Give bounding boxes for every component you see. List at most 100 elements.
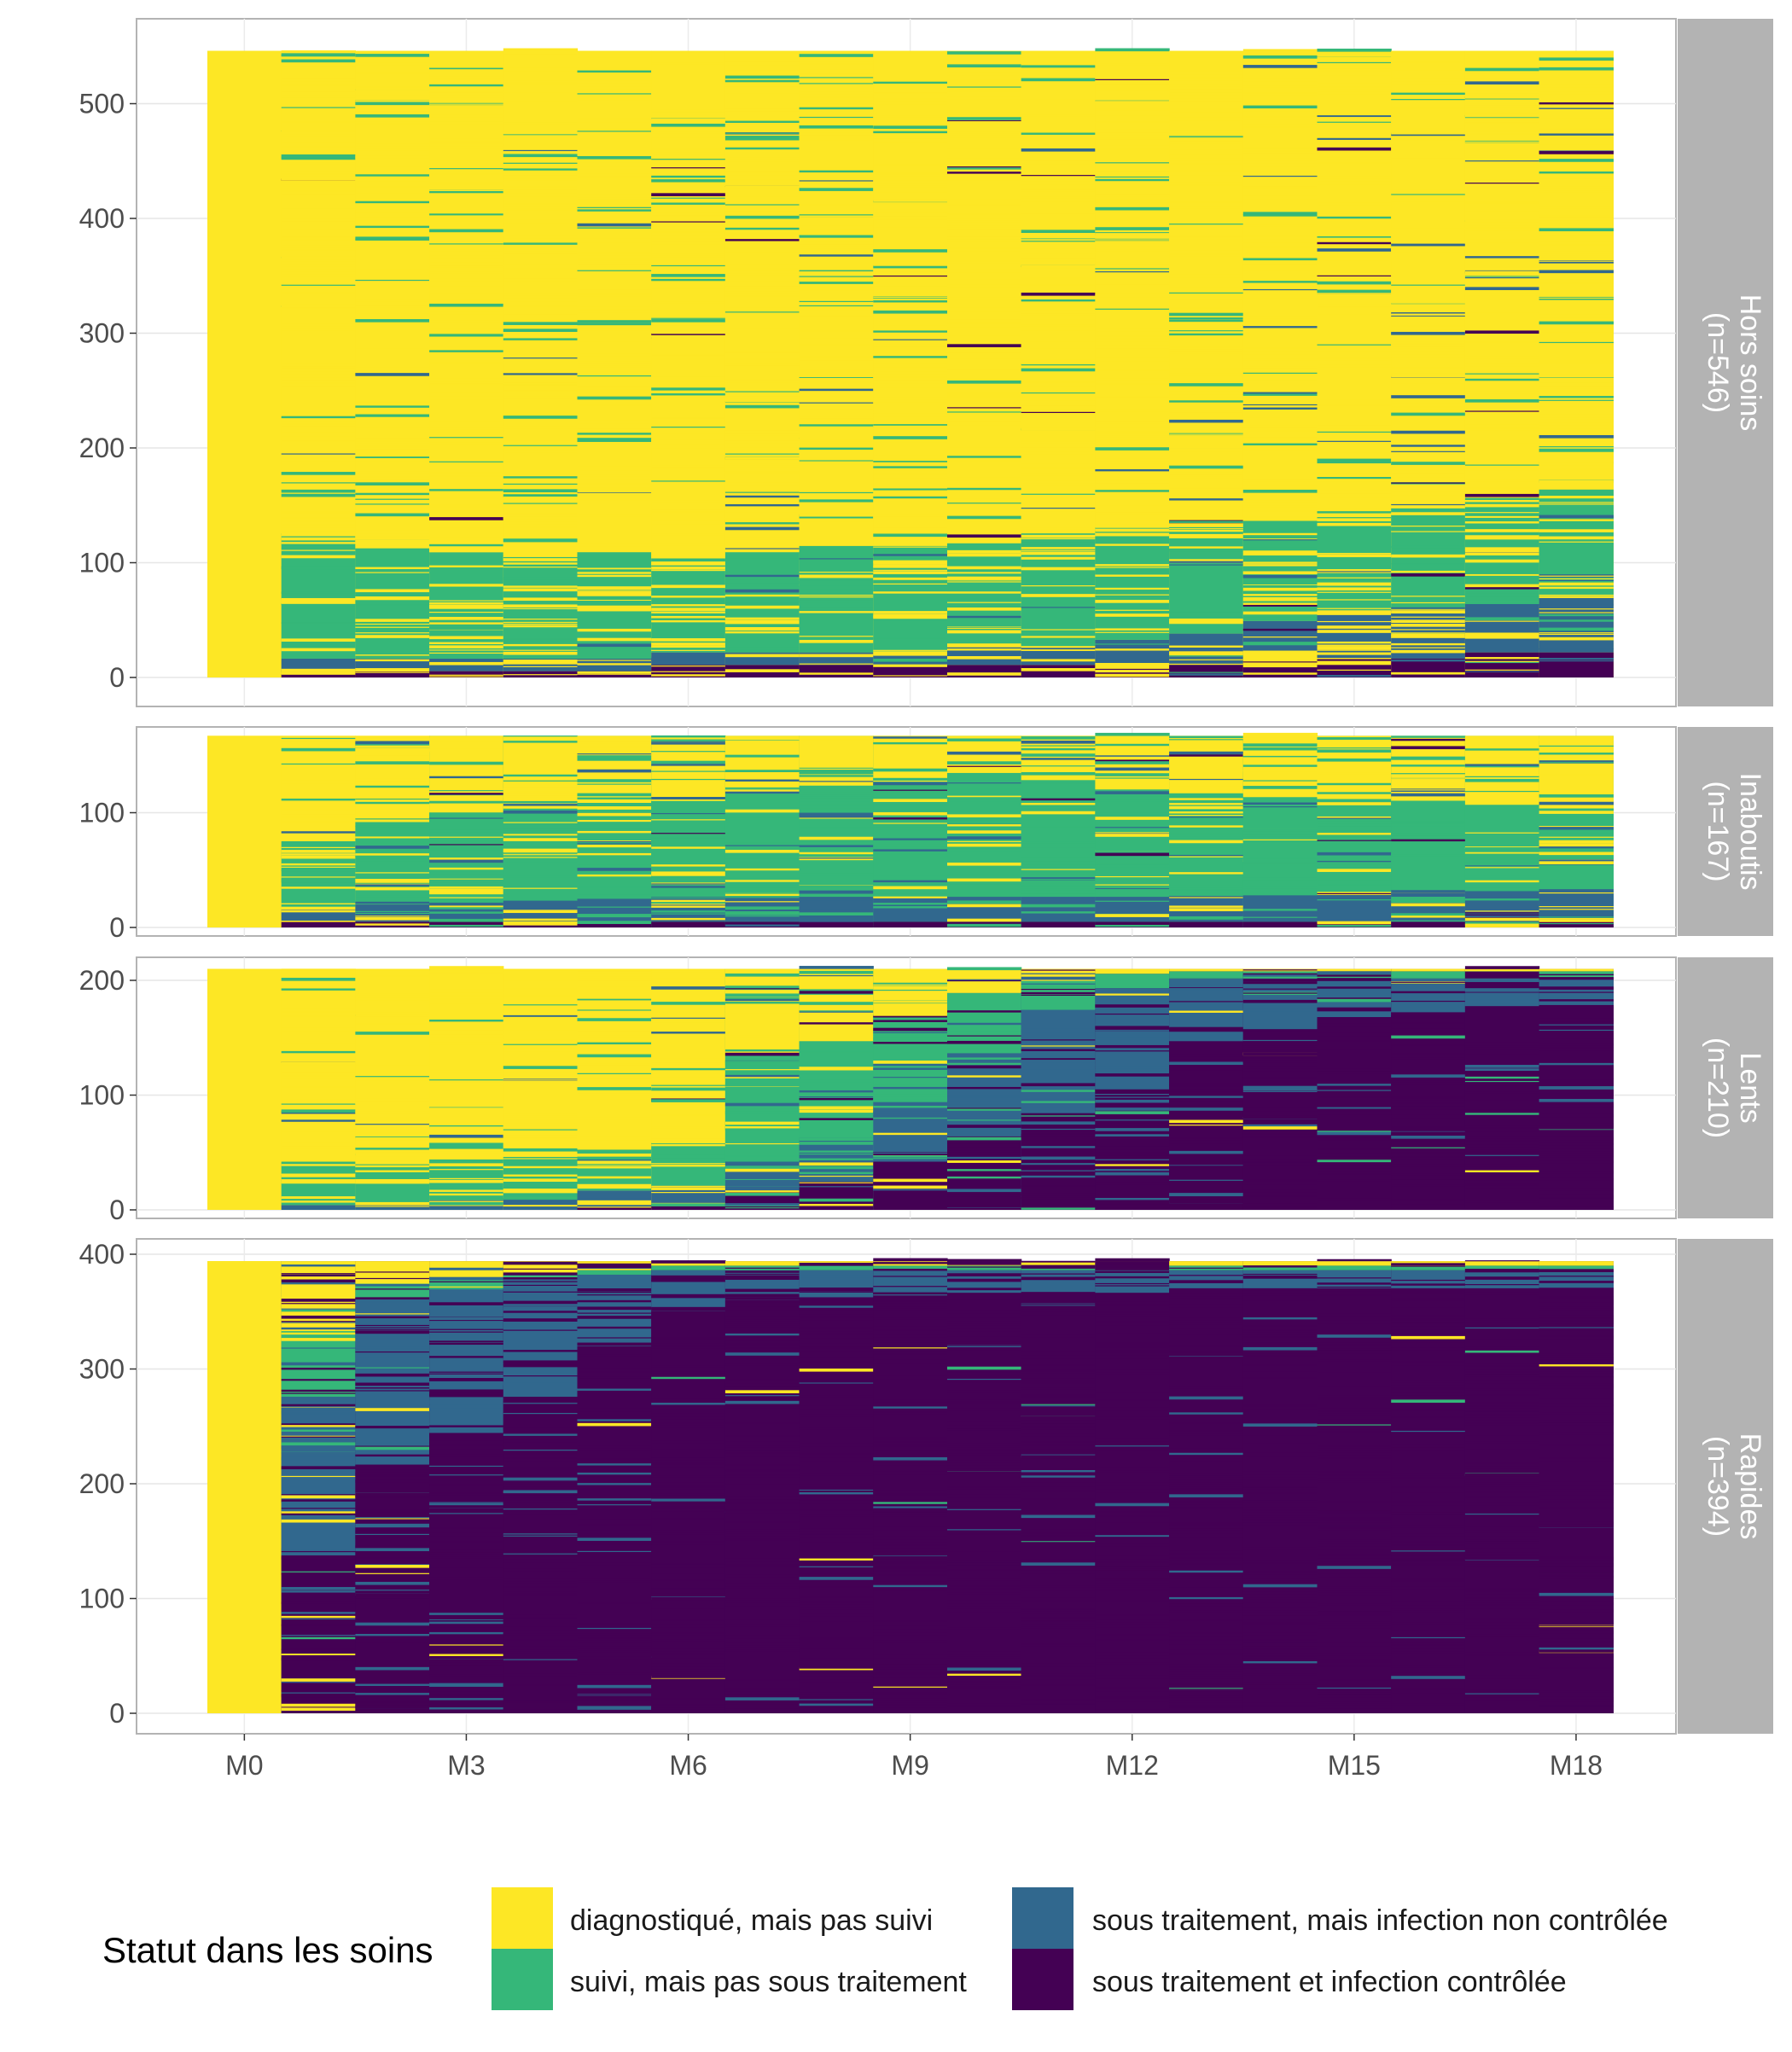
trajectory-line [503, 1559, 578, 1562]
trajectory-line [1021, 1104, 1096, 1107]
trajectory-line [503, 1595, 578, 1596]
trajectory-line [1465, 410, 1539, 411]
trajectory-line [800, 1492, 874, 1494]
trajectory-line [355, 1444, 429, 1445]
trajectory-line [1391, 1058, 1465, 1059]
trajectory-line [578, 487, 652, 488]
trajectory-line [282, 1404, 356, 1406]
trajectory-line [1021, 1060, 1096, 1063]
trajectory-line [1243, 148, 1318, 149]
trajectory-line [800, 771, 874, 775]
trajectory-line [873, 125, 947, 129]
trajectory-line [873, 1259, 947, 1262]
trajectory-line [1169, 1190, 1243, 1191]
y-tick-label: 400 [79, 203, 125, 234]
trajectory-line [355, 746, 429, 747]
trajectory-line [355, 207, 429, 208]
trajectory-line [429, 525, 503, 528]
trajectory-line [1465, 243, 1539, 244]
trajectory-line [947, 358, 1021, 362]
trajectory-line [503, 167, 578, 168]
trajectory-line [651, 1542, 725, 1543]
trajectory-line [282, 130, 356, 131]
trajectory-line [355, 458, 429, 462]
heatmap-block [578, 969, 652, 1150]
trajectory-line [1539, 843, 1614, 846]
trajectory-line [355, 183, 429, 187]
trajectory-line [1243, 733, 1318, 736]
trajectory-line [651, 833, 725, 834]
trajectory-line [1095, 179, 1169, 181]
trajectory-line [282, 122, 356, 123]
trajectory-line [578, 320, 652, 323]
trajectory-line [503, 1440, 578, 1442]
trajectory-line [800, 508, 874, 509]
trajectory-line [282, 416, 356, 418]
trajectory-line [947, 147, 1021, 148]
trajectory-line [1318, 398, 1392, 399]
trajectory-line [800, 1529, 874, 1531]
trajectory-line [651, 217, 725, 218]
trajectory-line [651, 1398, 725, 1402]
trajectory-line [429, 1329, 503, 1330]
trajectory-line [1539, 274, 1614, 275]
trajectory-line [429, 1374, 503, 1375]
trajectory-line [1169, 1027, 1243, 1029]
trajectory-line [873, 497, 947, 498]
trajectory-line [651, 1260, 725, 1264]
trajectory-line [429, 1389, 503, 1392]
trajectory-line [873, 781, 947, 782]
trajectory-line [800, 793, 874, 794]
trajectory-line [1095, 1123, 1169, 1126]
trajectory-line [1243, 1043, 1318, 1046]
trajectory-line [1021, 977, 1096, 980]
trajectory-line [282, 1309, 356, 1310]
trajectory-line [503, 526, 578, 527]
trajectory-line [1243, 656, 1318, 660]
trajectory-line [1169, 549, 1243, 551]
trajectory-line [355, 87, 429, 90]
trajectory-line [947, 1453, 1021, 1455]
trajectory-line [651, 604, 725, 606]
trajectory-line [947, 1472, 1021, 1474]
trajectory-line [1243, 318, 1318, 320]
trajectory-line [1318, 670, 1392, 671]
trajectory-line [873, 903, 947, 904]
trajectory-line [873, 874, 947, 875]
trajectory-line [725, 1179, 800, 1180]
trajectory-line [1021, 346, 1096, 348]
trajectory-line [1169, 1059, 1243, 1060]
trajectory-line [429, 384, 503, 385]
trajectory-line [578, 194, 652, 197]
trajectory-line [651, 183, 725, 186]
trajectory-line [578, 86, 652, 90]
trajectory-line [1243, 268, 1318, 270]
trajectory-line [355, 415, 429, 416]
trajectory-line [578, 813, 652, 817]
trajectory-line [873, 1621, 947, 1622]
trajectory-line [947, 1010, 1021, 1012]
trajectory-line [578, 1288, 652, 1292]
trajectory-line [725, 405, 800, 409]
trajectory-line [800, 664, 874, 665]
trajectory-line [1465, 399, 1539, 403]
trajectory-line [578, 1091, 652, 1093]
heatmap-block [355, 546, 429, 659]
trajectory-line [1169, 55, 1243, 57]
trajectory-line [873, 554, 947, 555]
trajectory-line [1465, 392, 1539, 393]
trajectory-line [651, 1624, 725, 1627]
heatmap-block [947, 1265, 1021, 1270]
trajectory-line [355, 619, 429, 621]
trajectory-line [1095, 358, 1169, 362]
trajectory-line [1021, 307, 1096, 311]
trajectory-line [1243, 969, 1318, 970]
trajectory-line [873, 591, 947, 593]
trajectory-line [1095, 761, 1169, 764]
trajectory-line [355, 997, 429, 1001]
trajectory-line [651, 1022, 725, 1026]
trajectory-line [1243, 895, 1318, 898]
trajectory-line [1021, 1194, 1096, 1195]
trajectory-line [1539, 442, 1614, 444]
trajectory-line [355, 1479, 429, 1483]
